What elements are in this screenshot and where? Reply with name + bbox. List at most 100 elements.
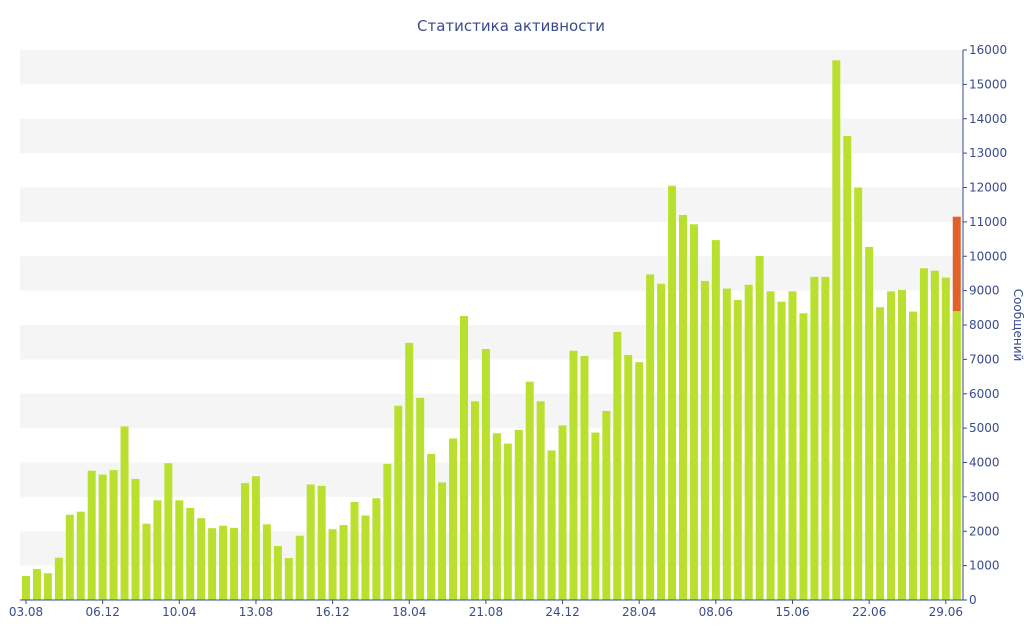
- bar-series: [22, 60, 961, 601]
- x-tick-label: 03.08: [9, 605, 43, 619]
- bar: [481, 349, 490, 600]
- x-tick-label: 28.04: [622, 605, 656, 619]
- bar: [98, 474, 107, 600]
- y-axis-label: Сообщений: [1011, 289, 1024, 362]
- bar: [87, 470, 96, 600]
- bar: [131, 479, 140, 600]
- bar: [580, 355, 589, 600]
- bar: [164, 463, 173, 600]
- bar: [197, 518, 206, 600]
- bar: [76, 511, 85, 600]
- grid-band: [20, 256, 963, 291]
- y-tick-label: 11000: [969, 215, 1007, 229]
- y-tick-label: 13000: [969, 146, 1007, 160]
- bar: [832, 60, 841, 601]
- bar: [416, 397, 425, 601]
- bar: [722, 288, 731, 600]
- bar: [372, 498, 381, 600]
- bar: [306, 484, 315, 600]
- y-tick-label: 4000: [969, 456, 1000, 470]
- bar: [109, 470, 118, 600]
- bar: [898, 289, 906, 600]
- x-tick-label: 16.12: [315, 605, 349, 619]
- bar: [711, 240, 720, 600]
- bar: [273, 546, 282, 600]
- bar: [941, 277, 950, 600]
- y-tick-label: 16000: [969, 43, 1007, 57]
- bar: [142, 523, 151, 600]
- bar: [766, 291, 775, 600]
- y-tick-label: 3000: [969, 490, 1000, 504]
- bar: [22, 575, 30, 600]
- bar: [547, 450, 556, 600]
- bar: [175, 500, 184, 600]
- y-tick-label: 8000: [969, 318, 1000, 332]
- bar: [251, 476, 260, 600]
- bar: [744, 284, 753, 600]
- bar: [525, 381, 534, 600]
- x-tick-label: 06.12: [85, 605, 119, 619]
- x-tick-label: 15.06: [775, 605, 809, 619]
- bar: [54, 557, 63, 600]
- bar: [887, 291, 896, 600]
- bar: [65, 514, 74, 600]
- bar: [339, 525, 348, 600]
- bar: [383, 463, 392, 601]
- bar: [810, 276, 819, 601]
- bar: [788, 291, 797, 600]
- bar: [755, 255, 764, 600]
- bar: [908, 311, 917, 600]
- bar: [689, 224, 698, 600]
- bar: [646, 274, 655, 600]
- bar: [284, 558, 293, 600]
- y-tick-label: 2000: [969, 524, 1000, 538]
- bar: [328, 529, 337, 600]
- bar: [679, 215, 687, 600]
- bar: [952, 311, 961, 600]
- y-tick-label: 12000: [969, 181, 1007, 195]
- y-tick-label: 1000: [969, 559, 1000, 573]
- highlight-series: [952, 216, 961, 600]
- bar: [230, 527, 239, 600]
- chart-title: Статистика активности: [417, 17, 605, 35]
- y-tick-label: 15000: [969, 77, 1007, 91]
- bar: [262, 524, 271, 601]
- bar: [427, 453, 436, 600]
- bar: [865, 246, 874, 600]
- bar: [317, 485, 326, 601]
- bar: [569, 350, 578, 600]
- bar: [733, 299, 742, 600]
- bar: [438, 482, 447, 600]
- x-tick-label: 24.12: [545, 605, 579, 619]
- y-tick-label: 14000: [969, 112, 1007, 126]
- bar: [591, 432, 600, 600]
- bar: [777, 301, 786, 601]
- bar: [700, 281, 709, 600]
- bar: [668, 185, 677, 600]
- bar: [219, 525, 228, 600]
- bar: [657, 283, 666, 600]
- x-tick-label: 18.04: [392, 605, 426, 619]
- bar: [558, 425, 567, 601]
- bar: [613, 331, 622, 601]
- grid-band: [20, 118, 963, 154]
- bar: [186, 507, 195, 601]
- bar: [120, 426, 129, 600]
- bar: [43, 573, 52, 600]
- bar: [492, 433, 501, 600]
- x-axis-ticks: 03.08 06.12 10.04 13.08 16.12 18.04 21.08 24.12…: [9, 600, 963, 619]
- bar: [536, 401, 545, 600]
- bar: [470, 401, 479, 600]
- bar: [930, 270, 939, 600]
- bar: [514, 429, 523, 600]
- bar: [635, 362, 644, 601]
- x-tick-label: 10.04: [162, 605, 196, 619]
- bar: [919, 268, 928, 600]
- bar: [854, 187, 863, 600]
- y-tick-label: 0: [969, 593, 977, 607]
- x-tick-label: 13.08: [239, 605, 273, 619]
- bar: [32, 569, 41, 600]
- bar: [208, 528, 217, 600]
- highlight-bar: [952, 216, 961, 312]
